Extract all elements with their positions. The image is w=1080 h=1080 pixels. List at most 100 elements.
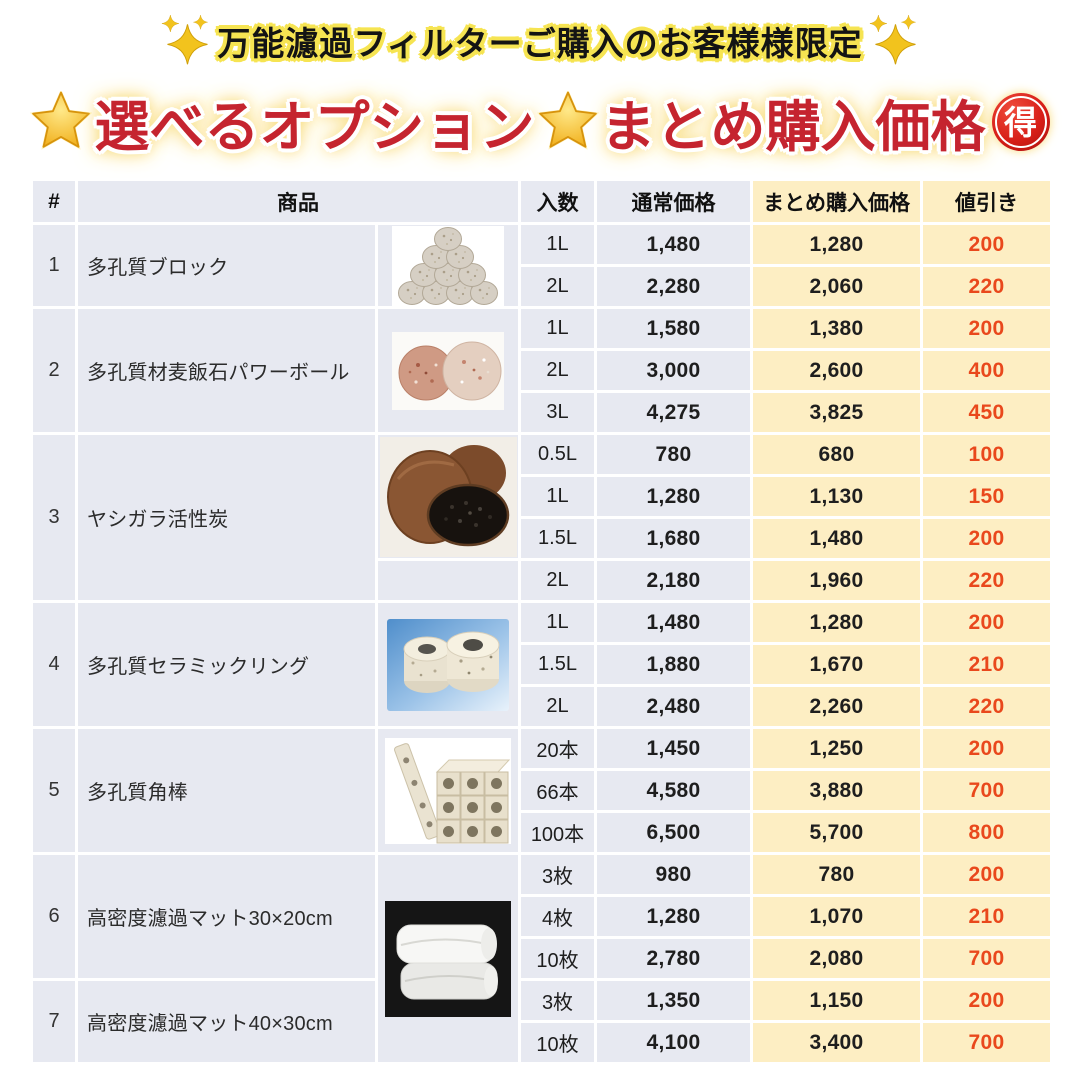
bundle-price: 1,150 [750, 978, 923, 1023]
discount-value: 210 [920, 642, 1053, 687]
product-name: 高密度濾過マット40×30cm [75, 978, 378, 1065]
discount-value: 220 [920, 684, 1053, 729]
product-image-cell [375, 432, 521, 561]
product-name: 多孔質材麦飯石パワーボール [75, 306, 378, 435]
table-row: 100本 6,500 5,700 800 [32, 810, 1053, 855]
variant-qty: 100本 [518, 810, 597, 855]
table-row: 2L 2,180 1,960 220 [32, 558, 1053, 603]
normal-price: 1,280 [594, 894, 753, 939]
product-number: 2 [30, 306, 78, 435]
bundle-price: 3,880 [750, 768, 923, 813]
bundle-price: 2,600 [750, 348, 923, 393]
product-name: ヤシガラ活性炭 [75, 432, 378, 603]
discount-value: 220 [920, 264, 1053, 309]
discount-value: 700 [920, 936, 1053, 981]
normal-price: 1,350 [594, 978, 753, 1023]
bundle-price: 1,280 [750, 600, 923, 645]
glowing-star-icon [30, 91, 93, 150]
discount-value: 100 [920, 432, 1053, 477]
bundle-price: 2,260 [750, 684, 923, 729]
normal-price: 780 [594, 432, 753, 477]
variant-qty: 3枚 [518, 978, 597, 1023]
limited-offer-text: 万能濾過フィルターご購入のお客様様限定 [217, 25, 863, 62]
variant-qty: 2L [518, 264, 597, 309]
toku-badge-char: 得 [1004, 103, 1038, 141]
discount-value: 700 [920, 1020, 1053, 1065]
table-row: 2L 3,000 2,600 400 [32, 348, 1053, 393]
table-row: 4 多孔質セラミックリング 1L 1,480 1,280 200 [30, 600, 1053, 729]
product-image-cell [375, 222, 521, 309]
discount-value: 700 [920, 768, 1053, 813]
discount-value: 200 [920, 600, 1053, 645]
title-options-text: 選べるオプション [94, 96, 535, 158]
normal-price: 4,100 [594, 1020, 753, 1065]
variant-qty: 3枚 [518, 852, 597, 897]
glowing-star-icon [536, 91, 599, 150]
product-image-cell [375, 306, 521, 435]
table-row: 66本 4,580 3,880 700 [32, 768, 1053, 813]
porous-block-pyramid-photo [392, 226, 504, 305]
product-name: 多孔質角棒 [75, 726, 378, 855]
table-row: 2L 2,480 2,260 220 [32, 684, 1053, 729]
main-title: 選べるオプション まとめ購入価格 得 [0, 72, 1080, 172]
discount-value: 400 [920, 348, 1053, 393]
table-row: 10枚 4,100 3,400 700 [32, 1020, 1053, 1065]
normal-price: 2,180 [594, 558, 753, 603]
normal-price: 4,580 [594, 768, 753, 813]
normal-price: 1,480 [594, 222, 753, 267]
normal-price: 1,680 [594, 516, 753, 561]
title-bundle-price-text: まとめ購入価格 [600, 96, 986, 158]
normal-price: 2,780 [594, 936, 753, 981]
product-image-cell [375, 600, 521, 729]
normal-price: 4,275 [594, 390, 753, 435]
variant-qty: 1L [518, 222, 597, 267]
maifan-power-balls-photo [392, 331, 504, 410]
bundle-price: 1,250 [750, 726, 923, 771]
bundle-price: 2,080 [750, 936, 923, 981]
discount-value: 800 [920, 810, 1053, 855]
limited-offer-banner: 万能濾過フィルターご購入のお客様様限定 [0, 10, 1080, 72]
normal-price: 6,500 [594, 810, 753, 855]
variant-qty: 2L [518, 348, 597, 393]
bundle-price: 1,380 [750, 306, 923, 351]
col-header-product: 商品 [75, 178, 521, 225]
table-row: 2L 2,280 2,060 220 [32, 264, 1053, 309]
discount-value: 200 [920, 306, 1053, 351]
normal-price: 2,480 [594, 684, 753, 729]
discount-value: 200 [920, 516, 1053, 561]
variant-qty: 2L [518, 558, 597, 603]
product-number: 5 [30, 726, 78, 855]
table-row: 6 高密度濾過マット30×20cm 3枚 980 780 200 [30, 852, 1053, 1065]
col-header-no: # [30, 178, 78, 225]
normal-price: 1,480 [594, 600, 753, 645]
product-number: 3 [30, 432, 78, 603]
sparkles-icon [869, 15, 916, 65]
normal-price: 980 [594, 852, 753, 897]
table-row: 2 多孔質材麦飯石パワーボール 1L 1,580 1,380 200 [30, 306, 1053, 435]
discount-value: 200 [920, 852, 1053, 897]
col-header-normal-price: 通常価格 [594, 178, 753, 225]
variant-qty: 4枚 [518, 894, 597, 939]
col-header-discount: 値引き [920, 178, 1053, 225]
discount-value: 150 [920, 474, 1053, 519]
price-table: # 商品 入数 通常価格 まとめ購入価格 値引き 1 多孔質ブロック 1L 1,48… [30, 178, 1053, 1065]
table-row: 4枚 1,280 1,070 210 [32, 894, 1053, 939]
variant-qty: 2L [518, 684, 597, 729]
bundle-price: 1,480 [750, 516, 923, 561]
variant-qty: 1.5L [518, 516, 597, 561]
sparkles-icon [162, 15, 208, 65]
variant-qty: 1.5L [518, 642, 597, 687]
table-row: 3L 4,275 3,825 450 [32, 390, 1053, 435]
variant-qty: 1L [518, 474, 597, 519]
product-name: 多孔質ブロック [75, 222, 378, 309]
product-number: 1 [30, 222, 78, 309]
variant-qty: 66本 [518, 768, 597, 813]
coconut-activated-carbon-photo [379, 436, 517, 557]
product-image-cell [375, 726, 521, 855]
product-number: 6 [30, 852, 78, 981]
table-row: 1.5L 1,680 1,480 200 [32, 516, 1053, 561]
discount-value: 220 [920, 558, 1053, 603]
bundle-price: 1,280 [750, 222, 923, 267]
bundle-price: 1,960 [750, 558, 923, 603]
